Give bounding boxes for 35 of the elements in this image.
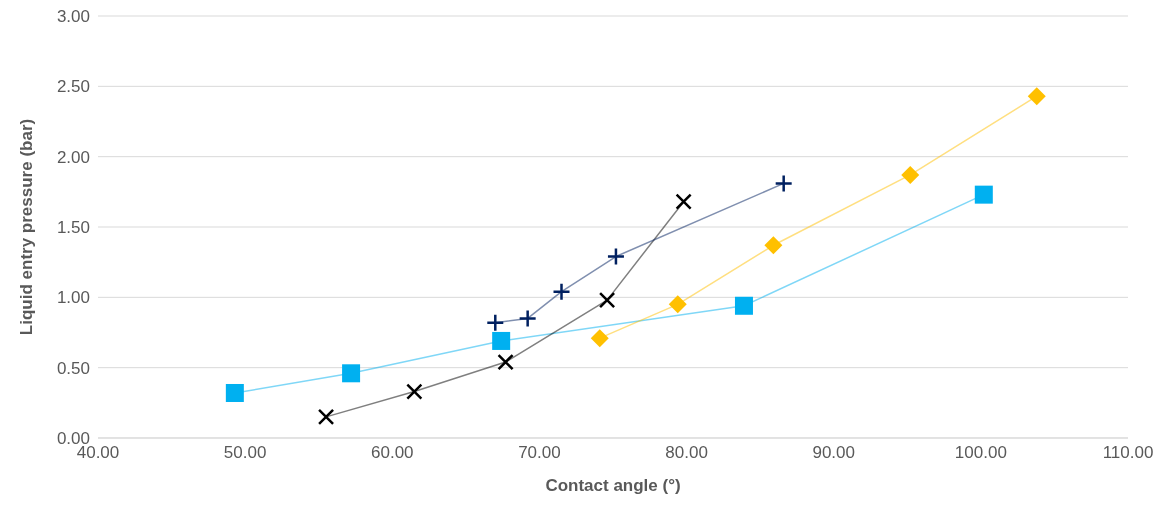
point [406,383,423,400]
y-tick-label: 2.50 [56,77,90,97]
x-tick-label: 110.00 [1102,443,1154,463]
x-tick-label: 70.00 [518,443,561,463]
point [774,174,793,193]
point [342,364,361,383]
y-tick-label: 1.00 [56,288,90,308]
y-tick-label: 3.00 [56,7,90,27]
point [225,383,244,402]
point [764,236,783,255]
point [901,165,920,184]
x-tick-label: 90.00 [812,443,855,463]
y-tick-label: 2.00 [56,147,90,167]
x-tick-label: 100.00 [954,443,1007,463]
x-tick-label: 50.00 [223,443,267,463]
y-axis-title: Liquid entry pressure (bar) [17,118,37,336]
point [486,313,505,332]
x-tick-label: 80.00 [665,443,708,463]
point [734,296,753,315]
point [317,408,335,426]
x-tick-label: 60.00 [371,443,414,463]
point [552,282,571,301]
point [598,291,616,309]
point [1027,87,1046,106]
point [497,353,514,371]
x-axis-title: Contact angle (°) [545,476,681,495]
point [492,331,511,350]
point [590,329,609,348]
point [974,185,993,204]
point [675,193,692,210]
point [606,247,626,266]
point [518,309,537,328]
point [668,295,687,314]
y-tick-label: 1.50 [56,218,90,238]
y-tick-label: 0.50 [56,358,90,378]
